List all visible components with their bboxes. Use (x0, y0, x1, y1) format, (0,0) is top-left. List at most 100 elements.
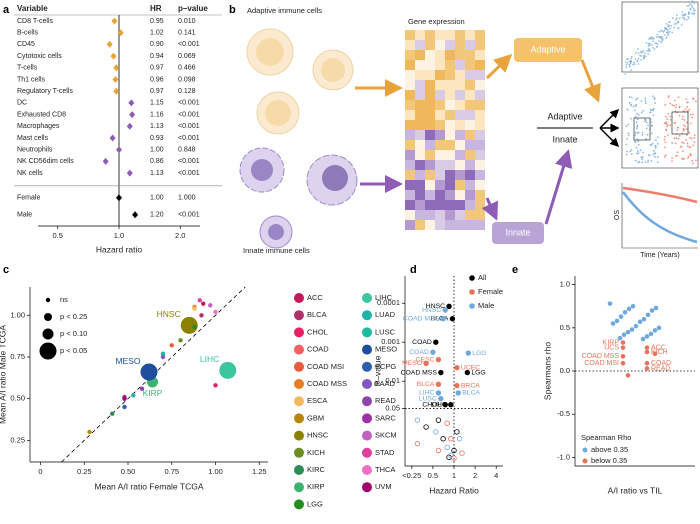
mini-dot (667, 96, 670, 99)
hr-diamond (113, 87, 120, 95)
heatmap-cell (405, 180, 415, 190)
mini-frame (621, 1, 699, 73)
row-label: Cytotoxic cells (17, 53, 62, 60)
heatmap-cell (475, 220, 485, 230)
mini-dot (686, 106, 689, 108)
mini-dot (630, 60, 633, 63)
legend-swatch (469, 289, 475, 295)
heatmap-cell (455, 90, 465, 100)
heatmap-cell (445, 220, 455, 230)
mini-dot (639, 50, 642, 53)
point (435, 417, 442, 423)
heatmap-cell (465, 190, 475, 200)
legend-swatch (362, 413, 372, 424)
mini-dot (673, 137, 676, 140)
heatmap-cell (455, 170, 465, 180)
panel-label: c (3, 264, 9, 276)
mini-dot (689, 8, 692, 11)
mini-dot (673, 26, 675, 29)
legend-swatch (294, 327, 304, 338)
mini-dot (683, 12, 686, 15)
point (197, 298, 202, 303)
mini-dot (695, 159, 697, 162)
hr-diamond (102, 157, 109, 165)
mini-dot (652, 107, 655, 110)
heatmap-cell (415, 60, 425, 70)
mini-dot (681, 11, 684, 14)
mini-dot (647, 50, 650, 53)
legend-swatch (294, 310, 304, 321)
row-label: Neutrophils (17, 147, 53, 154)
hr-label: 1.00 (150, 147, 164, 154)
mini-dot (654, 156, 656, 158)
mini-dot (656, 33, 659, 36)
mini-dot (642, 49, 645, 52)
mini-dot (630, 148, 633, 151)
legend-label: CHOL (307, 327, 328, 336)
mini-dot (685, 121, 688, 124)
mini-dot (635, 127, 638, 130)
legend-label: LGG (307, 499, 323, 508)
heatmap-cell (445, 110, 455, 120)
point-label: BLCA (462, 390, 480, 397)
mini-dot (665, 22, 668, 25)
mini-dot (650, 109, 653, 112)
point (617, 335, 623, 341)
legend-label: LUAD (375, 310, 396, 319)
mini-dot (652, 40, 655, 43)
mini-dot (647, 53, 650, 56)
point (169, 343, 174, 348)
heatmap-cell (445, 180, 455, 190)
heatmap-cell (445, 170, 455, 180)
mini-dot (628, 65, 631, 68)
heatmap-cell (445, 140, 455, 150)
legend-label: LIHC (375, 293, 393, 302)
point (122, 396, 127, 401)
mini-dot (637, 52, 640, 55)
hr-diamond (129, 111, 136, 119)
mini-dot (634, 134, 637, 137)
mini-dot (685, 128, 688, 130)
row-label: B-cells (17, 30, 39, 37)
mini-dot (671, 31, 674, 34)
mini-dot (689, 152, 692, 155)
heatmap-cell (435, 160, 445, 170)
legend-swatch (362, 293, 372, 303)
y-tick-label: 0.75 (10, 352, 25, 361)
diagram-text: Innate immune cells (243, 246, 310, 255)
heatmap-cell (445, 150, 455, 160)
legend-label: SARC (375, 413, 396, 422)
mini-dot (668, 30, 671, 33)
mini-dot (628, 63, 631, 66)
mini-dot (685, 18, 688, 21)
mini-dot (683, 16, 685, 19)
heatmap-cell (465, 90, 475, 100)
heatmap-cell (435, 130, 445, 140)
heatmap-cell (445, 200, 455, 210)
legend-swatch (362, 310, 372, 321)
mini-dot (652, 149, 655, 152)
heatmap-cell (425, 160, 435, 170)
hr-label: 0.95 (150, 18, 164, 25)
x-tick-label: 4 (494, 471, 498, 480)
mini-dot (665, 36, 668, 39)
heatmap-cell (475, 40, 485, 50)
mini-dot (671, 17, 674, 19)
mini-dot (636, 118, 639, 121)
mini-dot (667, 33, 670, 36)
x-axis-label: Hazard Ratio (429, 485, 479, 495)
p-label: <0.001 (178, 212, 200, 219)
mini-dot (675, 17, 678, 19)
heatmap-cell (475, 180, 485, 190)
point (435, 447, 442, 454)
point-label: COAD MSI (584, 360, 619, 367)
mini-dot (636, 48, 639, 50)
mini-dot (645, 138, 648, 140)
point (449, 316, 456, 322)
point-label: COAD MSS (403, 316, 440, 323)
point-label: HNSC (426, 303, 445, 310)
point (433, 339, 439, 345)
point-label: KIRP (603, 339, 620, 346)
heatmap-cell (415, 120, 425, 130)
mini-dot (629, 103, 632, 106)
